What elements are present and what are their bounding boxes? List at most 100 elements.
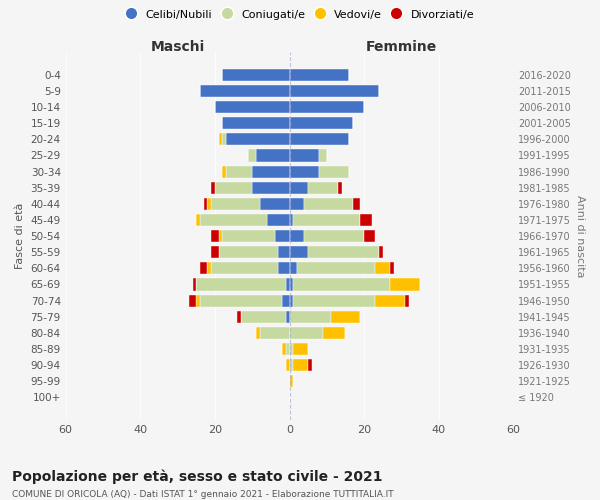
Bar (218, 134, 223, 145)
Bar (290, 69, 349, 81)
Bar (308, 359, 312, 371)
Bar (290, 150, 319, 162)
Bar (338, 182, 342, 194)
Bar (211, 246, 218, 258)
Bar (379, 246, 383, 258)
Bar (237, 310, 241, 323)
Bar (193, 278, 196, 290)
Bar (290, 294, 293, 306)
Bar (286, 343, 290, 355)
Bar (211, 230, 218, 242)
Bar (204, 198, 208, 210)
Bar (290, 262, 297, 274)
Bar (200, 214, 267, 226)
Bar (196, 294, 200, 306)
Bar (278, 246, 290, 258)
Bar (304, 198, 353, 210)
Bar (286, 359, 290, 371)
Bar (196, 278, 286, 290)
Bar (252, 182, 290, 194)
Bar (290, 214, 293, 226)
Bar (290, 375, 293, 388)
Bar (223, 166, 226, 177)
Text: Maschi: Maschi (151, 40, 205, 54)
Bar (405, 294, 409, 306)
Bar (275, 230, 290, 242)
Bar (293, 359, 308, 371)
Bar (256, 150, 290, 162)
Bar (364, 230, 376, 242)
Bar (282, 343, 286, 355)
Bar (290, 134, 349, 145)
Bar (286, 310, 290, 323)
Bar (223, 117, 290, 130)
Bar (323, 327, 346, 339)
Y-axis label: Anni di nascita: Anni di nascita (575, 195, 585, 278)
Bar (290, 166, 319, 177)
Bar (223, 69, 290, 81)
Bar (286, 278, 290, 290)
Bar (200, 85, 290, 97)
Bar (208, 198, 211, 210)
Bar (200, 294, 282, 306)
Bar (290, 85, 379, 97)
Bar (308, 246, 379, 258)
Text: Popolazione per età, sesso e stato civile - 2021: Popolazione per età, sesso e stato civil… (12, 470, 383, 484)
Bar (361, 214, 371, 226)
Bar (241, 310, 286, 323)
Bar (256, 327, 260, 339)
Bar (282, 294, 290, 306)
Bar (226, 166, 252, 177)
Bar (319, 150, 327, 162)
Bar (252, 166, 290, 177)
Bar (376, 262, 390, 274)
Bar (293, 278, 390, 290)
Bar (290, 278, 293, 290)
Bar (290, 246, 308, 258)
Bar (278, 262, 290, 274)
Bar (293, 294, 376, 306)
Bar (223, 134, 226, 145)
Bar (319, 166, 349, 177)
Bar (304, 230, 364, 242)
Bar (218, 230, 223, 242)
Bar (211, 182, 215, 194)
Bar (390, 278, 420, 290)
Text: Femmine: Femmine (366, 40, 437, 54)
Bar (208, 262, 211, 274)
Bar (293, 343, 308, 355)
Bar (331, 310, 361, 323)
Bar (260, 198, 290, 210)
Bar (290, 343, 293, 355)
Bar (248, 150, 256, 162)
Y-axis label: Fasce di età: Fasce di età (15, 203, 25, 270)
Bar (297, 262, 376, 274)
Bar (218, 246, 278, 258)
Bar (390, 262, 394, 274)
Bar (353, 198, 361, 210)
Bar (215, 101, 290, 113)
Bar (290, 310, 331, 323)
Bar (200, 262, 208, 274)
Bar (290, 101, 364, 113)
Bar (226, 134, 290, 145)
Bar (290, 327, 323, 339)
Bar (196, 214, 200, 226)
Text: COMUNE DI ORICOLA (AQ) - Dati ISTAT 1° gennaio 2021 - Elaborazione TUTTITALIA.IT: COMUNE DI ORICOLA (AQ) - Dati ISTAT 1° g… (12, 490, 394, 499)
Bar (211, 262, 278, 274)
Bar (293, 214, 361, 226)
Legend: Celibi/Nubili, Coniugati/e, Vedovi/e, Divorziati/e: Celibi/Nubili, Coniugati/e, Vedovi/e, Di… (122, 6, 478, 23)
Bar (290, 230, 304, 242)
Bar (376, 294, 405, 306)
Bar (290, 198, 304, 210)
Bar (290, 359, 293, 371)
Bar (189, 294, 196, 306)
Bar (223, 230, 275, 242)
Bar (215, 182, 252, 194)
Bar (290, 117, 353, 130)
Bar (267, 214, 290, 226)
Bar (211, 198, 260, 210)
Bar (260, 327, 290, 339)
Bar (308, 182, 338, 194)
Bar (290, 182, 308, 194)
